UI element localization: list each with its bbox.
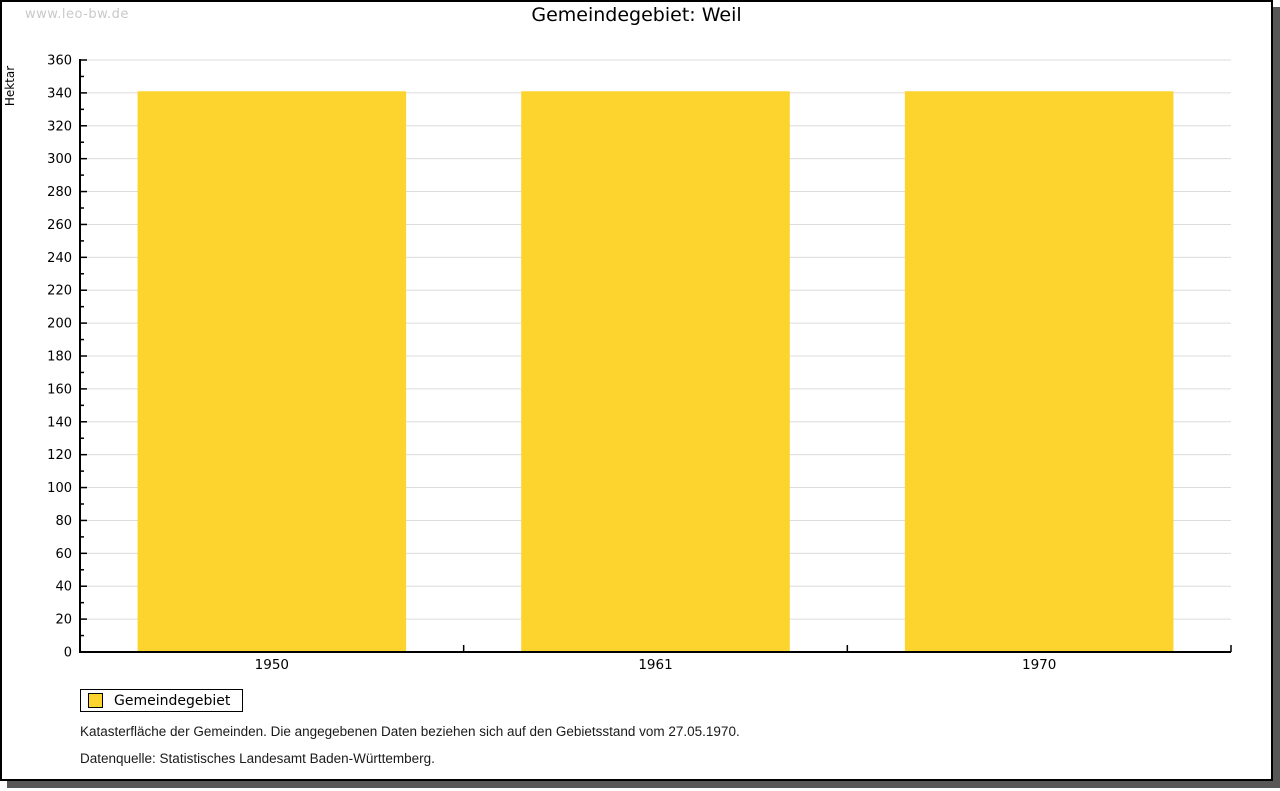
footnote-source-note: Katasterfläche der Gemeinden. Die angege… [80,724,740,739]
y-tick-label: 120 [47,448,72,463]
x-category-label: 1961 [638,657,672,673]
y-tick-label: 360 [47,54,72,69]
legend: Gemeindegebiet [80,689,244,712]
y-tick-label: 280 [47,185,72,200]
x-category-label: 1970 [1022,657,1056,673]
y-tick-label: 160 [47,382,72,397]
y-tick-label: 100 [47,481,72,496]
y-axis-title: Hektar [3,66,17,106]
y-tick-label: 300 [47,152,72,167]
bar [904,91,1174,652]
chart-svg: 0 20 40 60 80 100 120 140 160 180 200 220 240 260 280 3… [3,54,1232,673]
footnote-data-source: Datenquelle: Statistisches Landesamt Bad… [80,751,435,766]
y-tick-label: 220 [47,284,72,299]
legend-label: Gemeindegebiet [114,692,231,709]
y-tick-label: 80 [55,514,72,529]
y-tick-label: 20 [55,613,72,628]
y-tick-label: 320 [47,119,72,134]
chart-title: Gemeindegebiet: Weil [531,4,742,26]
y-tick-label: 180 [47,350,72,365]
bar [521,91,790,652]
y-tick-label: 60 [55,547,72,562]
y-tick-label: 200 [47,317,72,332]
x-category-label: 1950 [255,657,289,673]
legend-swatch-icon [88,693,103,708]
y-tick-label: 240 [47,251,72,266]
y-tick-label: 40 [55,580,72,595]
watermark: www.leo-bw.de [25,7,129,22]
y-tick-label: 340 [47,86,72,101]
y-tick-label: 0 [64,646,72,661]
y-tick-label: 140 [47,415,72,430]
y-tick-label: 260 [47,218,72,233]
bar [137,91,407,652]
